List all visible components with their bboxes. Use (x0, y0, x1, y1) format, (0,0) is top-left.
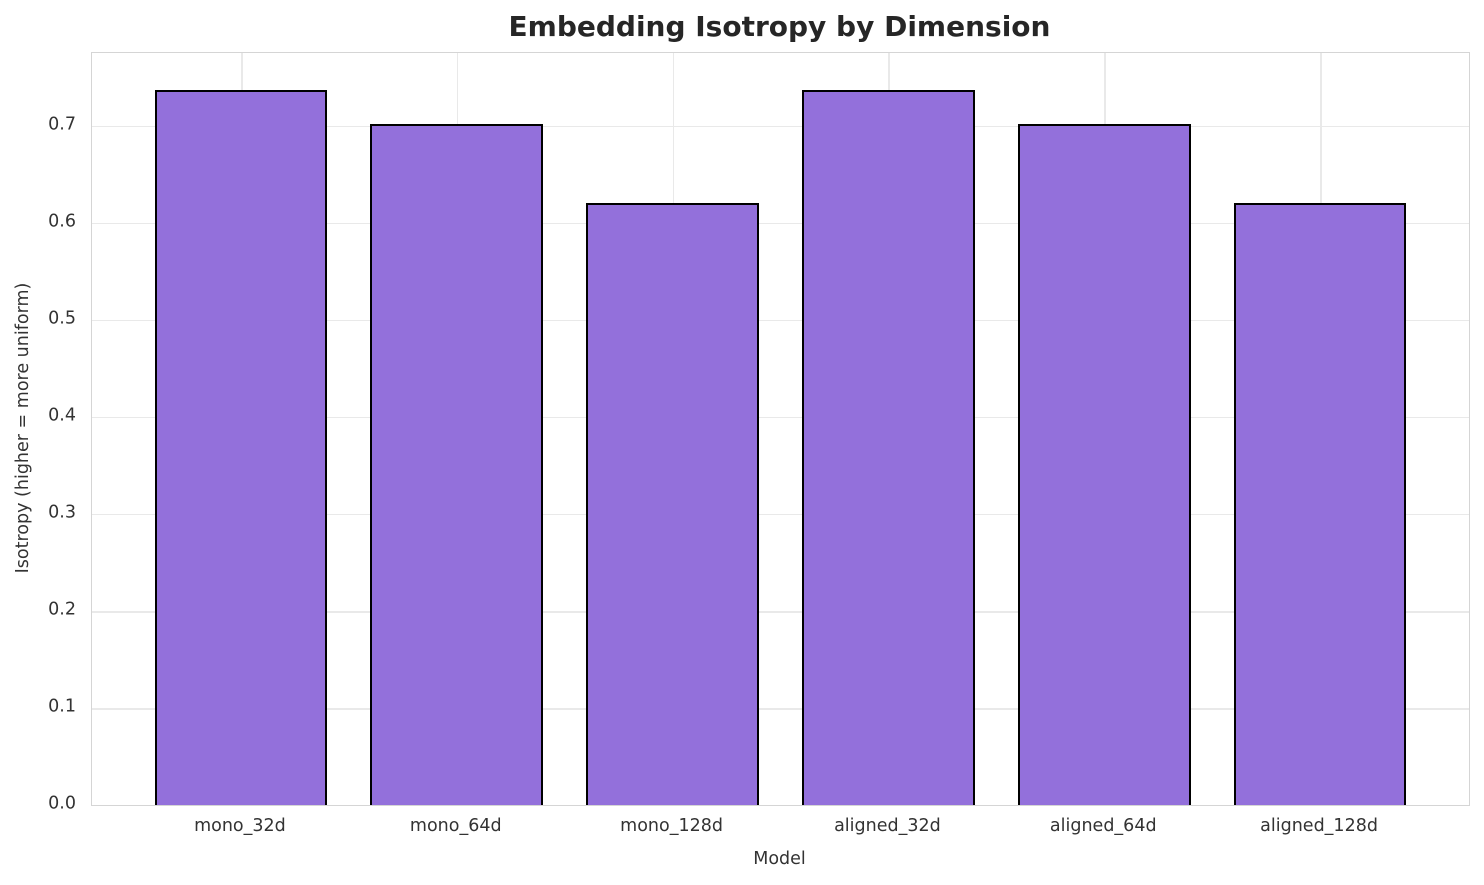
y-gridline (92, 125, 1469, 128)
y-tick-label: 0.5 (48, 308, 76, 329)
bar-aligned_32d (802, 89, 975, 805)
y-tick-label: 0.1 (48, 696, 76, 717)
y-gridline (92, 707, 1469, 710)
bar-mono_128d (586, 203, 759, 805)
x-tick-label: aligned_64d (1049, 816, 1157, 836)
x-tick-label: mono_128d (620, 816, 723, 836)
bar-mono_64d (370, 123, 544, 805)
x-tick-label: aligned_128d (1260, 816, 1378, 836)
y-gridline (92, 319, 1469, 322)
y-tick-label: 0.2 (48, 599, 76, 620)
y-tick-label: 0.3 (48, 502, 76, 523)
bar-aligned_128d (1233, 203, 1407, 805)
plot-area (91, 52, 1470, 806)
y-tick-label: 0.4 (48, 405, 76, 426)
bar-mono_32d (154, 89, 328, 805)
y-gridline (92, 610, 1469, 613)
bar-aligned_64d (1017, 123, 1191, 805)
y-tick-label: 0.6 (48, 211, 76, 232)
x-tick-label: aligned_32d (834, 816, 941, 836)
y-gridline (92, 222, 1469, 225)
x-axis-label: Model (753, 849, 806, 869)
y-gridline (92, 416, 1469, 419)
y-tick-label: 0.0 (48, 793, 76, 814)
y-gridline (92, 513, 1469, 516)
x-tick-label: mono_32d (194, 816, 286, 836)
x-tick-label: mono_64d (409, 816, 502, 836)
chart-title: Embedding Isotropy by Dimension (508, 10, 1051, 43)
y-tick-label: 0.7 (48, 114, 76, 135)
